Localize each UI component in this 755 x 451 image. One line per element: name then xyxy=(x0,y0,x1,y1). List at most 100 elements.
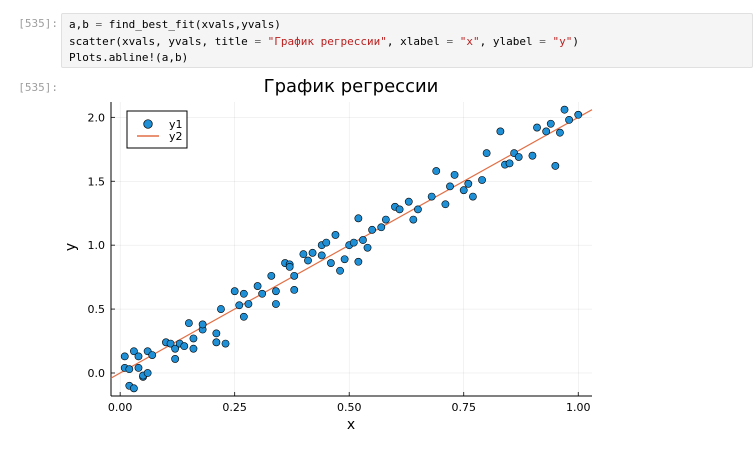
scatter-point xyxy=(212,338,221,347)
scatter-point xyxy=(217,305,225,313)
scatter-point xyxy=(235,301,244,310)
scatter-point xyxy=(290,271,299,280)
scatter-point xyxy=(272,287,280,296)
scatter-point xyxy=(446,182,454,191)
scatter-point xyxy=(359,236,367,244)
scatter-point xyxy=(464,179,473,188)
scatter-point xyxy=(427,192,436,201)
code-line-1: a,b = find_best_fit(xvals,yvals) xyxy=(69,18,281,31)
x-tick-label: 0.50 xyxy=(337,401,362,414)
scatter-point xyxy=(322,238,331,247)
scatter-point xyxy=(496,127,505,136)
scatter-point xyxy=(221,339,230,348)
scatter-point xyxy=(482,149,491,158)
scatter-point xyxy=(441,200,450,209)
code-line-3: Plots.abline!(a,b) xyxy=(69,51,189,64)
y-tick-label: 0.0 xyxy=(88,367,106,380)
scatter-point xyxy=(528,151,537,160)
scatter-point xyxy=(336,266,344,275)
code-editor[interactable]: a,b = find_best_fit(xvals,yvals) scatter… xyxy=(69,17,579,67)
scatter-point xyxy=(551,162,560,170)
scatter-point xyxy=(326,259,335,267)
scatter-point xyxy=(134,352,143,361)
scatter-point xyxy=(317,251,326,260)
scatter-point xyxy=(542,127,551,136)
code-line-2: scatter(xvals, yvals, title = "График ре… xyxy=(69,34,579,48)
scatter-point xyxy=(244,300,253,308)
scatter-point xyxy=(290,286,299,294)
x-axis-label: x xyxy=(347,417,355,433)
x-tick-label: 1.00 xyxy=(566,401,591,414)
scatter-point xyxy=(377,223,386,232)
scatter-point xyxy=(267,271,276,280)
scatter-point xyxy=(134,363,143,372)
y-tick-label: 1.0 xyxy=(88,239,106,252)
scatter-point xyxy=(404,197,413,206)
chart-legend: y1 y2 xyxy=(126,110,188,149)
code-cell[interactable]: a,b = find_best_fit(xvals,yvals) scatter… xyxy=(61,13,753,68)
scatter-point xyxy=(574,110,583,119)
scatter-point xyxy=(395,205,404,214)
y-tick-label: 0.5 xyxy=(88,303,106,316)
scatter-point xyxy=(143,369,152,377)
scatter-point xyxy=(189,344,198,353)
scatter-point xyxy=(381,215,390,224)
scatter-point xyxy=(478,176,486,184)
scatter-point xyxy=(505,159,514,168)
y-tick-label: 1.5 xyxy=(88,175,106,188)
x-tick-label: 0.00 xyxy=(108,401,132,414)
scatter-point xyxy=(533,123,541,132)
scatter-point xyxy=(148,351,157,359)
y-tick-label: 2.0 xyxy=(88,111,106,124)
regression-chart: График регрессии 0.00 0.25 0.50 0.75 1.000.0… xyxy=(63,76,593,433)
scatter-point xyxy=(285,262,294,271)
chart-grid xyxy=(111,102,592,396)
scatter-point xyxy=(212,329,221,338)
x-tick-label: 0.25 xyxy=(222,401,247,414)
scatter-point xyxy=(166,339,175,348)
scatter-point xyxy=(565,115,573,124)
scatter-point xyxy=(189,334,198,343)
legend-label-y2: y2 xyxy=(169,130,183,143)
scatter-point xyxy=(125,365,134,374)
scatter-point xyxy=(272,300,280,308)
y-axis-label: y xyxy=(63,243,79,251)
scatter-point xyxy=(514,153,523,161)
chart-axes xyxy=(110,102,592,397)
scatter-point xyxy=(258,289,267,298)
legend-marker-y1 xyxy=(143,119,153,129)
scatter-point xyxy=(253,282,262,290)
scatter-points xyxy=(120,105,583,393)
scatter-point xyxy=(331,231,340,239)
scatter-point xyxy=(299,250,308,259)
scatter-point xyxy=(308,248,317,257)
scatter-point xyxy=(414,205,422,214)
scatter-point xyxy=(354,257,363,266)
scatter-point xyxy=(239,312,248,321)
scatter-point xyxy=(560,105,569,114)
output-prompt: [535]: xyxy=(18,81,58,94)
scatter-point xyxy=(304,256,312,265)
scatter-point xyxy=(368,225,377,234)
chart-ticks: 0.00 0.25 0.50 0.75 1.00 0.0 0.5 1.0 1.5 2.0 xyxy=(88,111,591,414)
scatter-point xyxy=(120,352,129,361)
scatter-point xyxy=(349,238,358,247)
scatter-point xyxy=(239,289,248,298)
scatter-point xyxy=(171,355,180,363)
legend-label-y1: y1 xyxy=(169,118,183,131)
scatter-point xyxy=(432,167,441,175)
scatter-point xyxy=(198,320,207,329)
scatter-point xyxy=(556,128,564,137)
legend-box xyxy=(126,110,188,149)
scatter-point xyxy=(171,344,180,353)
chart-title: График регрессии xyxy=(264,76,439,97)
scatter-point xyxy=(354,214,363,223)
scatter-point xyxy=(340,255,349,264)
scatter-point xyxy=(230,287,239,296)
scatter-point xyxy=(546,119,555,128)
x-tick-label: 0.75 xyxy=(451,401,476,414)
scatter-point xyxy=(459,186,468,195)
scatter-point xyxy=(450,170,459,179)
scatter-point xyxy=(409,215,418,224)
scatter-point xyxy=(184,319,193,328)
